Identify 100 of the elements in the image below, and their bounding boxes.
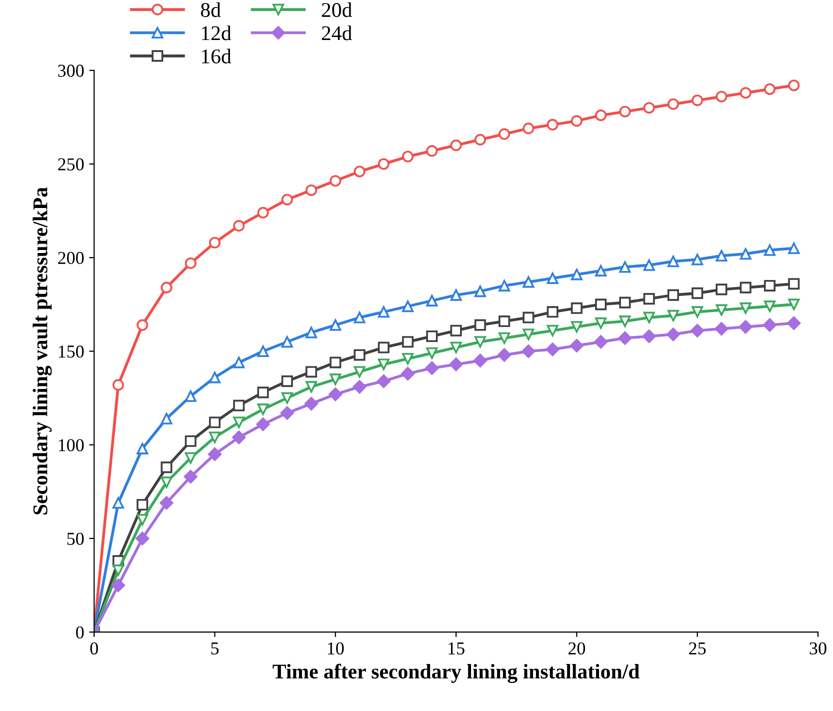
point: [378, 158, 390, 170]
point: [619, 106, 631, 118]
x-tick-label: 30: [810, 642, 826, 655]
point: [595, 264, 607, 276]
point: [426, 330, 438, 342]
x-tick-label: 25: [689, 642, 706, 655]
point: [401, 366, 415, 380]
point: [643, 102, 655, 114]
y-tick-label: 150: [58, 345, 84, 358]
point: [281, 194, 293, 206]
point: [306, 381, 318, 393]
y-tick-label: 100: [58, 439, 84, 452]
point: [738, 320, 752, 334]
point: [184, 435, 196, 447]
point: [450, 289, 462, 301]
point: [787, 316, 801, 330]
point: [690, 324, 704, 338]
point: [304, 396, 318, 410]
point: [716, 250, 728, 262]
point: [619, 296, 631, 308]
y-tick-label: 250: [58, 158, 84, 170]
x-tick-label: 20: [568, 642, 586, 655]
y-axis-title: Secondary lining vault ptressure/kPa: [32, 187, 52, 514]
point: [570, 115, 582, 127]
point: [667, 310, 679, 322]
point: [450, 324, 462, 336]
point: [474, 134, 486, 146]
point: [233, 220, 245, 232]
point: [762, 318, 777, 332]
point: [136, 498, 148, 511]
point: [306, 326, 318, 338]
y-tick-label: 300: [58, 64, 84, 77]
x-tick-label: 10: [328, 642, 344, 655]
point: [378, 306, 390, 318]
point: [570, 302, 582, 314]
y-tick-label: 200: [58, 252, 84, 264]
point: [450, 342, 462, 354]
point: [692, 306, 704, 318]
x-axis-title: Time after secondary lining installation/d: [272, 664, 640, 683]
point: [402, 150, 414, 162]
point: [692, 94, 704, 106]
point: [474, 319, 486, 331]
point: [643, 312, 655, 324]
point: [257, 386, 269, 398]
point: [136, 442, 148, 454]
point: [498, 316, 510, 328]
point: [354, 166, 366, 178]
point: [160, 282, 172, 294]
point: [546, 272, 558, 284]
point: [546, 342, 560, 356]
point: [256, 417, 270, 432]
point: [788, 298, 800, 310]
point: [474, 286, 486, 298]
point: [352, 380, 366, 394]
point: [209, 416, 221, 428]
point: [330, 374, 342, 386]
legend-label: 24d: [322, 26, 352, 40]
point: [522, 312, 534, 324]
point: [184, 390, 196, 402]
point: [330, 175, 342, 187]
point: [643, 259, 655, 271]
point: [402, 352, 414, 364]
point: [233, 416, 245, 428]
point: [643, 293, 655, 305]
point: [595, 110, 607, 122]
point: [184, 470, 198, 484]
point: [764, 83, 776, 95]
point: [111, 578, 126, 592]
point: [378, 358, 390, 370]
point: [594, 335, 608, 349]
point: [570, 268, 582, 280]
point: [716, 90, 728, 102]
point: [498, 128, 510, 140]
point: [667, 256, 679, 268]
point: [306, 366, 318, 378]
point: [112, 497, 124, 509]
point: [281, 375, 293, 387]
point: [112, 564, 124, 576]
point: [618, 331, 632, 345]
point: [184, 257, 196, 269]
point: [402, 336, 414, 348]
point: [257, 206, 269, 218]
point: [666, 328, 680, 342]
x-tick-label: 0: [90, 642, 98, 655]
point: [330, 356, 342, 368]
point: [232, 430, 246, 444]
point: [306, 184, 318, 196]
point: [788, 242, 800, 254]
point: [692, 254, 704, 266]
x-tick-label: 5: [211, 642, 219, 655]
point: [498, 332, 510, 344]
point: [764, 300, 776, 312]
point: [426, 347, 438, 359]
point: [257, 404, 269, 416]
point: [136, 319, 148, 331]
x-tick-label: 15: [448, 642, 464, 655]
point: [522, 276, 534, 288]
point: [160, 476, 172, 488]
point: [740, 302, 752, 314]
point: [788, 278, 800, 290]
